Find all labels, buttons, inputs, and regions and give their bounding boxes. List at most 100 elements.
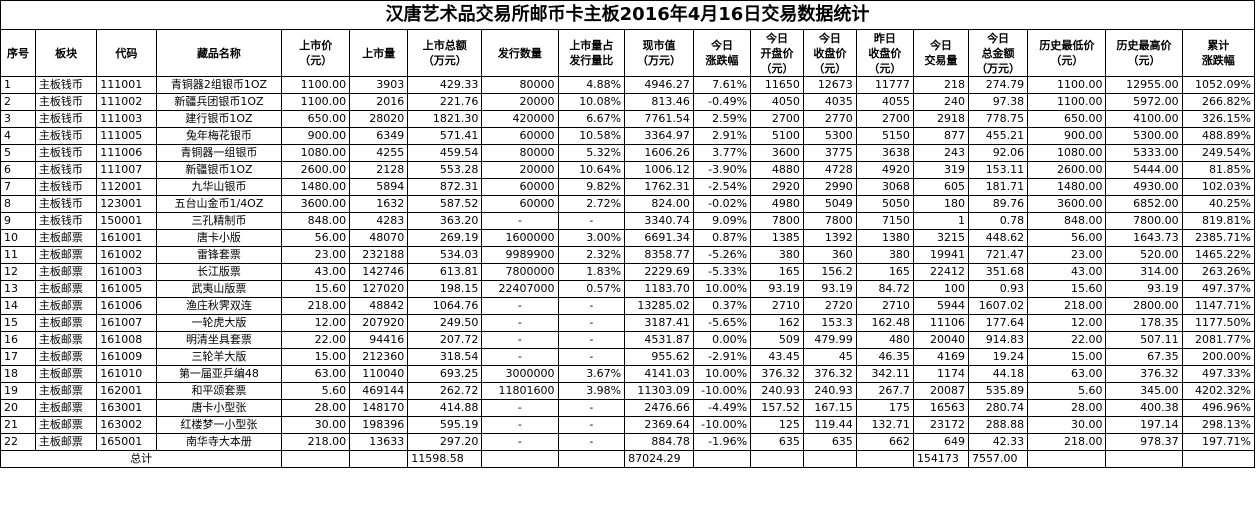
table-cell[interactable]: 4946.27 bbox=[624, 76, 694, 94]
table-cell[interactable]: 2990 bbox=[802, 178, 857, 196]
table-cell[interactable]: 297.20 bbox=[407, 433, 483, 451]
table-cell[interactable]: 872.31 bbox=[407, 178, 483, 196]
table-cell[interactable]: 480 bbox=[855, 331, 914, 349]
table-cell[interactable]: 48842 bbox=[349, 297, 409, 315]
table-cell[interactable]: 2770 bbox=[802, 110, 857, 128]
table-cell[interactable]: 22.00 bbox=[281, 331, 351, 349]
table-cell[interactable]: 12673 bbox=[802, 76, 857, 94]
table-cell[interactable]: 3068 bbox=[855, 178, 914, 196]
table-cell[interactable]: 249.54% bbox=[1181, 144, 1256, 162]
table-cell[interactable]: 56.00 bbox=[1027, 229, 1107, 247]
table-cell[interactable]: 488.89% bbox=[1181, 127, 1256, 145]
table-cell[interactable]: 2920 bbox=[750, 178, 804, 196]
table-cell[interactable]: 9.09% bbox=[692, 212, 752, 230]
table-cell[interactable]: 0.93 bbox=[967, 280, 1029, 298]
table-cell[interactable]: 主板邮票 bbox=[34, 263, 98, 281]
table-cell[interactable]: 884.78 bbox=[624, 433, 694, 451]
table-cell[interactable]: 7.61% bbox=[692, 76, 752, 94]
table-cell[interactable]: 4930.00 bbox=[1105, 178, 1183, 196]
table-cell[interactable]: 1100.00 bbox=[1027, 76, 1107, 94]
table-cell[interactable]: 2229.69 bbox=[624, 263, 694, 281]
table-cell[interactable]: 180 bbox=[912, 195, 969, 213]
table-cell[interactable]: 80000 bbox=[481, 76, 559, 94]
table-cell[interactable]: 48070 bbox=[349, 229, 409, 247]
table-cell[interactable]: 主板钱币 bbox=[34, 76, 98, 94]
table-cell[interactable]: 28.00 bbox=[281, 399, 351, 417]
table-cell[interactable]: 1080.00 bbox=[281, 144, 351, 162]
table-cell[interactable]: 153.11 bbox=[967, 161, 1029, 179]
table-cell[interactable] bbox=[349, 450, 409, 468]
table-cell[interactable]: 4255 bbox=[349, 144, 409, 162]
table-cell[interactable]: 56.00 bbox=[281, 229, 351, 247]
table-cell[interactable] bbox=[557, 450, 626, 468]
table-cell[interactable]: 3903 bbox=[349, 76, 409, 94]
table-cell[interactable]: 主板钱币 bbox=[34, 178, 98, 196]
table-cell[interactable]: 351.68 bbox=[967, 263, 1029, 281]
table-cell[interactable]: 267.7 bbox=[855, 382, 914, 400]
table-cell[interactable]: 20000 bbox=[481, 93, 559, 111]
table-cell[interactable]: 4980 bbox=[750, 195, 804, 213]
table-cell[interactable]: 1385 bbox=[750, 229, 804, 247]
table-cell[interactable]: 5972.00 bbox=[1105, 93, 1183, 111]
table-cell[interactable]: - bbox=[557, 399, 626, 417]
table-cell[interactable]: 1392 bbox=[802, 229, 857, 247]
table-cell[interactable]: - bbox=[557, 297, 626, 315]
table-cell[interactable]: 2081.77% bbox=[1181, 331, 1256, 349]
table-cell[interactable]: 125 bbox=[750, 416, 804, 434]
table-cell[interactable]: 376.32 bbox=[802, 365, 857, 383]
table-cell[interactable]: 15 bbox=[0, 314, 36, 332]
table-cell[interactable]: -10.00% bbox=[692, 416, 752, 434]
table-cell[interactable]: 17 bbox=[0, 348, 36, 366]
table-cell[interactable]: 一轮虎大版 bbox=[155, 314, 283, 332]
table-cell[interactable]: 400.38 bbox=[1105, 399, 1183, 417]
table-cell[interactable] bbox=[750, 450, 804, 468]
table-cell[interactable]: 雷锋套票 bbox=[155, 246, 283, 264]
table-cell[interactable]: 819.81% bbox=[1181, 212, 1256, 230]
table-cell[interactable]: 84.72 bbox=[855, 280, 914, 298]
table-cell[interactable]: 兔年梅花银币 bbox=[155, 127, 283, 145]
table-cell[interactable]: 102.03% bbox=[1181, 178, 1256, 196]
table-cell[interactable]: 197.14 bbox=[1105, 416, 1183, 434]
table-cell[interactable]: 157.52 bbox=[750, 399, 804, 417]
table-cell[interactable]: 156.2 bbox=[802, 263, 857, 281]
table-cell[interactable]: 10.08% bbox=[557, 93, 626, 111]
table-cell[interactable]: - bbox=[481, 416, 559, 434]
table-cell[interactable]: 主板钱币 bbox=[34, 144, 98, 162]
table-cell[interactable]: 1480.00 bbox=[281, 178, 351, 196]
table-cell[interactable]: 2.91% bbox=[692, 127, 752, 145]
table-cell[interactable]: 8 bbox=[0, 195, 36, 213]
table-cell[interactable]: 2918 bbox=[912, 110, 969, 128]
table-cell[interactable]: 11801600 bbox=[481, 382, 559, 400]
table-cell[interactable]: 主板邮票 bbox=[34, 280, 98, 298]
table-cell[interactable]: 132.71 bbox=[855, 416, 914, 434]
table-cell[interactable]: - bbox=[481, 433, 559, 451]
table-cell[interactable]: 3364.97 bbox=[624, 127, 694, 145]
table-cell[interactable]: 848.00 bbox=[281, 212, 351, 230]
table-cell[interactable]: 161006 bbox=[96, 297, 157, 315]
table-cell[interactable]: 22407000 bbox=[481, 280, 559, 298]
table-cell[interactable]: 21 bbox=[0, 416, 36, 434]
table-cell[interactable]: 7800 bbox=[802, 212, 857, 230]
table-cell[interactable]: -1.96% bbox=[692, 433, 752, 451]
table-cell[interactable]: 1.83% bbox=[557, 263, 626, 281]
table-cell[interactable]: -5.33% bbox=[692, 263, 752, 281]
table-cell[interactable]: 1177.50% bbox=[1181, 314, 1256, 332]
table-cell[interactable]: 93.19 bbox=[1105, 280, 1183, 298]
table-cell[interactable]: 16 bbox=[0, 331, 36, 349]
table-cell[interactable]: 15.60 bbox=[1027, 280, 1107, 298]
table-cell[interactable]: 3600.00 bbox=[1027, 195, 1107, 213]
table-cell[interactable]: - bbox=[557, 212, 626, 230]
table-cell[interactable]: 7800.00 bbox=[1105, 212, 1183, 230]
table-cell[interactable]: 4050 bbox=[750, 93, 804, 111]
table-cell[interactable]: 主板邮票 bbox=[34, 229, 98, 247]
table-cell[interactable]: 43.45 bbox=[750, 348, 804, 366]
table-cell[interactable]: 青铜器2组银币1OZ bbox=[155, 76, 283, 94]
table-cell[interactable]: 111007 bbox=[96, 161, 157, 179]
table-cell[interactable]: 20040 bbox=[912, 331, 969, 349]
table-cell[interactable]: 5100 bbox=[750, 127, 804, 145]
table-cell[interactable]: 23.00 bbox=[1027, 246, 1107, 264]
table-cell[interactable]: 5 bbox=[0, 144, 36, 162]
table-cell[interactable]: 161010 bbox=[96, 365, 157, 383]
table-cell[interactable]: 5444.00 bbox=[1105, 161, 1183, 179]
table-cell[interactable]: 22412 bbox=[912, 263, 969, 281]
